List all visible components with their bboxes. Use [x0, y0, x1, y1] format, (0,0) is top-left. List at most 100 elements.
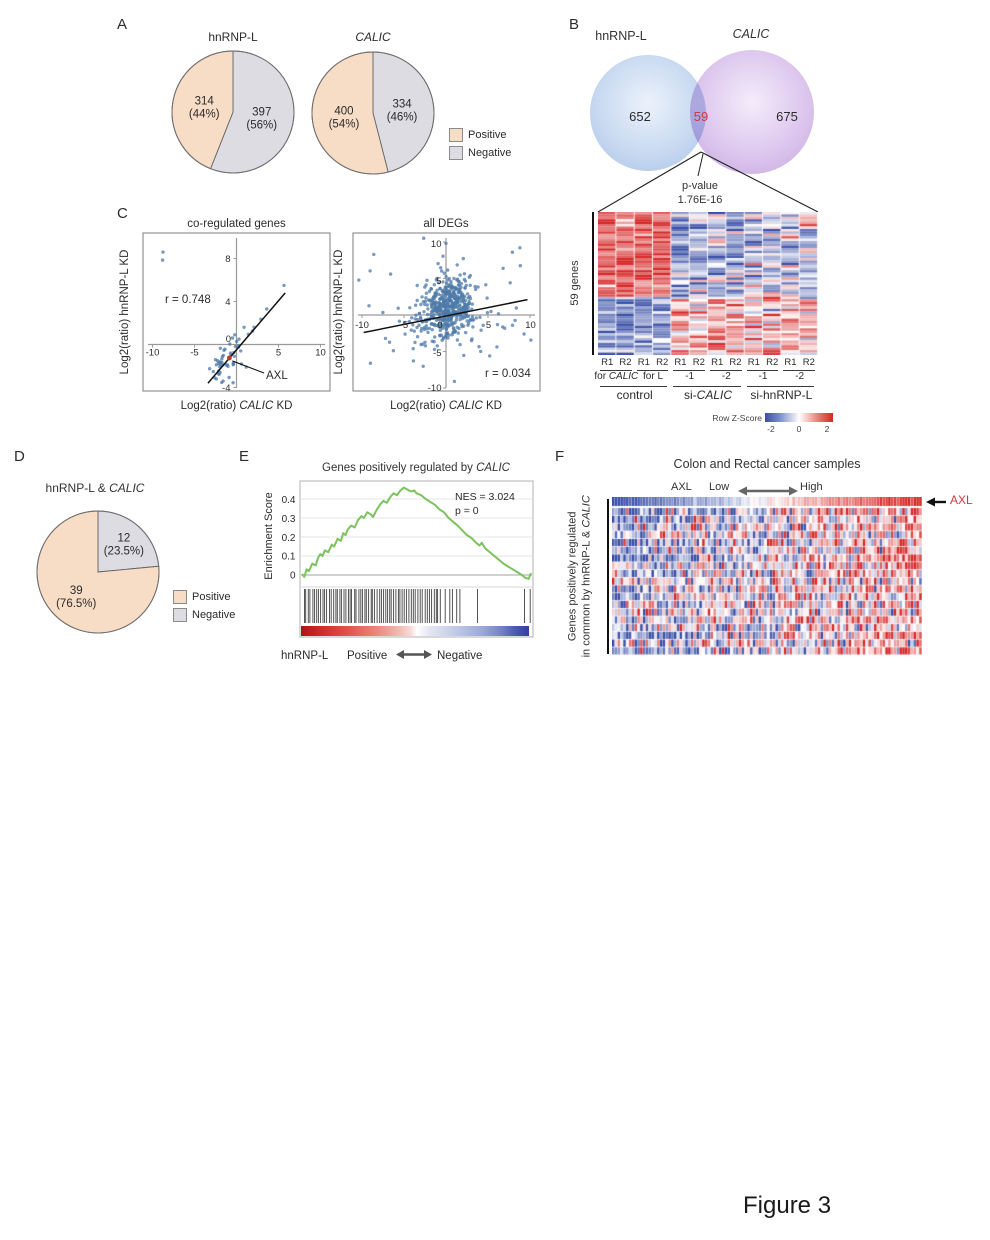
- scatter-point: [522, 332, 526, 336]
- axl-high-label: High: [800, 481, 823, 493]
- scatter-point: [462, 324, 466, 328]
- scatter-point: [485, 296, 489, 300]
- replicate-label: R2: [766, 357, 779, 368]
- scatter-point: [160, 258, 165, 262]
- scatter-point: [431, 296, 435, 300]
- text-segment: KD: [273, 400, 292, 412]
- gsea-bottom-gene: hnRNP-L: [281, 650, 329, 662]
- scatter-point: [434, 278, 438, 282]
- y-tick: 8: [225, 254, 230, 265]
- scatter-point: [452, 379, 457, 384]
- scatter-point: [222, 348, 226, 352]
- scatter-point: [432, 283, 436, 287]
- x-tick: 10: [525, 320, 536, 331]
- pair-underline: [636, 369, 669, 371]
- colorbar-label: Row Z-Score: [712, 413, 762, 423]
- axl-gene-label: AXL: [266, 370, 288, 382]
- scatter-point: [372, 252, 376, 257]
- scatter-point: [218, 346, 222, 350]
- treatment-group-label: si-CALIC: [684, 388, 732, 402]
- treatment-group-label: control: [617, 388, 653, 402]
- scatter-point: [425, 312, 430, 317]
- scatter-point: [461, 256, 465, 261]
- side-label-line1: Genes positively regulated: [566, 511, 579, 642]
- venn-right-count: 675: [776, 109, 798, 124]
- scatter-point: [457, 283, 461, 287]
- scatter-point: [417, 311, 422, 315]
- scatter-point: [443, 285, 447, 289]
- replicate-label: R2: [692, 357, 705, 368]
- pie-pct: (56%): [246, 119, 277, 131]
- scatter-point: [479, 328, 483, 332]
- gsea-dynamic-layer: [299, 480, 534, 638]
- text-segment: -2: [721, 371, 731, 382]
- scatter-point: [412, 329, 416, 333]
- scatter-point: [426, 307, 430, 311]
- scatter-point: [421, 364, 425, 368]
- scatter-point: [462, 353, 466, 358]
- pie-slice-label: 397 (56%): [246, 106, 277, 131]
- scatter-point: [432, 340, 436, 344]
- replicate-label: R1: [637, 357, 650, 368]
- scatter-point: [445, 298, 450, 303]
- scatter-point: [231, 362, 235, 366]
- origin-tick: 0: [226, 334, 231, 345]
- scatter-point: [441, 254, 445, 258]
- scatter-point: [513, 318, 517, 323]
- pie-calic-title: CALIC: [355, 30, 391, 44]
- scatter-coreg-xlabel: Log2(ratio) CALIC KD: [181, 400, 293, 412]
- scatter-point: [424, 283, 428, 287]
- scatter-point: [446, 308, 450, 312]
- scatter-point: [413, 340, 417, 345]
- gsea-title: Genes positively regulated by CALIC: [283, 462, 549, 474]
- scatter-point: [282, 283, 286, 288]
- scatter-point: [415, 317, 420, 322]
- scatter-point: [233, 333, 237, 337]
- text-segment: CALIC: [608, 371, 639, 382]
- scatter-point: [442, 288, 446, 292]
- scatter-point: [464, 304, 468, 308]
- gsea-ylabel: Enrichment Score: [263, 492, 275, 579]
- x-tick: -10: [355, 320, 369, 331]
- legend-row-positive: Positive: [173, 590, 235, 604]
- scatter-point: [429, 310, 434, 314]
- scatter-point: [403, 332, 407, 336]
- x-tick: 5: [276, 348, 281, 359]
- scatter-point: [434, 294, 438, 298]
- scatter-point: [466, 323, 470, 327]
- legend-label: Positive: [192, 591, 231, 603]
- scatter-point: [510, 323, 515, 327]
- scatter-point: [383, 336, 388, 341]
- p-value: p = 0: [455, 505, 479, 517]
- cancer-heatmap-title: Colon and Rectal cancer samples: [673, 457, 861, 471]
- scatter-point: [442, 271, 446, 275]
- scatter-point: [411, 323, 415, 327]
- scatter-point: [454, 286, 458, 291]
- scatter-all-ylabel: Log2(ratio) hnRNP-L KD: [333, 250, 345, 375]
- pie-pct: (23.5%): [104, 546, 144, 558]
- co-expression-heatmap-59-genes: [598, 212, 818, 355]
- axl-data-point: [226, 355, 232, 361]
- pvalue-label: p-value: [681, 180, 719, 192]
- axl-row-annotation: AXL: [950, 493, 973, 507]
- scatter-point: [265, 307, 269, 311]
- scatter-point: [473, 284, 477, 289]
- scatter-point: [239, 349, 243, 353]
- scatter-point: [462, 277, 467, 282]
- scatter-point: [411, 359, 416, 363]
- scatter-point: [161, 250, 165, 254]
- scatter-point: [424, 296, 428, 300]
- scatter-point: [476, 285, 480, 289]
- scatter-point: [429, 302, 433, 306]
- scatter-point: [423, 344, 428, 348]
- replicate-label: R2: [802, 357, 815, 368]
- scatter-point: [446, 278, 450, 282]
- legend-label: Positive: [468, 129, 507, 141]
- panel-a-letter: A: [117, 16, 128, 33]
- pvalue-value: 1.76E-16: [677, 193, 723, 206]
- pie-slice-label: 314 (44%): [189, 96, 220, 121]
- scatter-point: [452, 327, 456, 331]
- scatter-point: [433, 323, 437, 328]
- scatter-point: [462, 272, 467, 276]
- pie-value: 397: [252, 106, 271, 118]
